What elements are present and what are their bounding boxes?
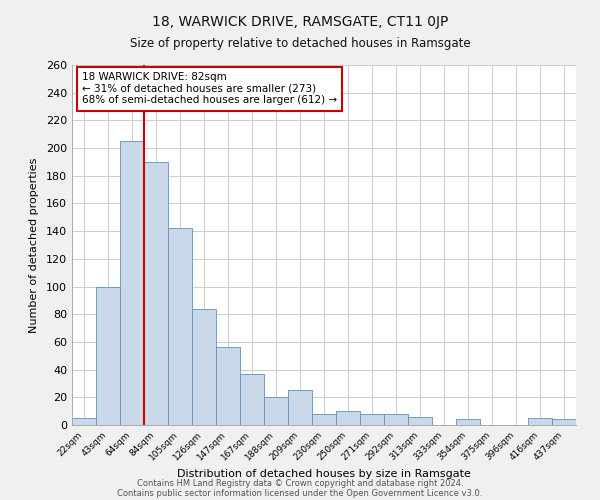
Bar [192,308,216,425]
Bar [96,286,120,425]
Bar [144,162,168,425]
Text: Size of property relative to detached houses in Ramsgate: Size of property relative to detached ho… [130,38,470,51]
Bar [552,420,576,425]
Bar [336,411,360,425]
Bar [360,414,384,425]
Bar [312,414,336,425]
Text: Contains HM Land Registry data © Crown copyright and database right 2024.: Contains HM Land Registry data © Crown c… [137,478,463,488]
Bar [240,374,264,425]
Bar [456,420,480,425]
Bar [264,398,288,425]
Bar [384,414,408,425]
Bar [72,418,96,425]
Text: 18, WARWICK DRIVE, RAMSGATE, CT11 0JP: 18, WARWICK DRIVE, RAMSGATE, CT11 0JP [152,15,448,29]
Y-axis label: Number of detached properties: Number of detached properties [29,158,39,332]
Bar [288,390,312,425]
Text: Contains public sector information licensed under the Open Government Licence v3: Contains public sector information licen… [118,488,482,498]
X-axis label: Distribution of detached houses by size in Ramsgate: Distribution of detached houses by size … [177,469,471,479]
Text: 18 WARWICK DRIVE: 82sqm
← 31% of detached houses are smaller (273)
68% of semi-d: 18 WARWICK DRIVE: 82sqm ← 31% of detache… [82,72,337,106]
Bar [168,228,192,425]
Bar [528,418,552,425]
Bar [408,416,432,425]
Bar [120,141,144,425]
Bar [216,348,240,425]
